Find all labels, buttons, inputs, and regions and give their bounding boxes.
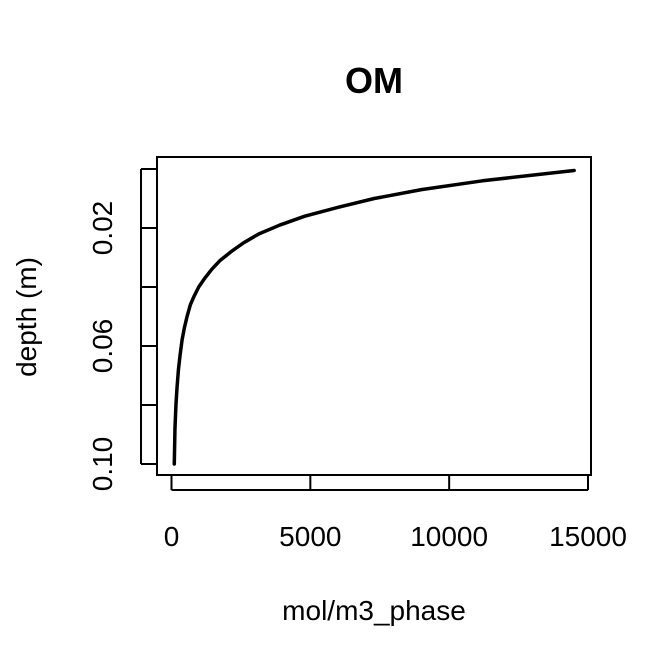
x-tick-label: 15000 bbox=[549, 521, 627, 552]
y-axis: 0.02 0.06 0.10 bbox=[87, 168, 156, 492]
y-tick-label: 0.10 bbox=[87, 437, 118, 492]
plot-area-frame bbox=[156, 156, 592, 476]
x-tick-label: 5000 bbox=[279, 521, 341, 552]
x-tick-label: 0 bbox=[164, 521, 180, 552]
x-axis-label: mol/m3_phase bbox=[282, 595, 466, 626]
chart-title: OM bbox=[345, 60, 403, 101]
series-line bbox=[172, 168, 576, 466]
y-axis-label: depth (m) bbox=[11, 257, 42, 377]
x-axis: 0 5000 10000 15000 bbox=[164, 476, 627, 552]
series-group bbox=[172, 168, 576, 466]
x-tick-label: 10000 bbox=[410, 521, 488, 552]
y-tick-label: 0.02 bbox=[87, 201, 118, 256]
y-tick-label: 0.06 bbox=[87, 319, 118, 374]
